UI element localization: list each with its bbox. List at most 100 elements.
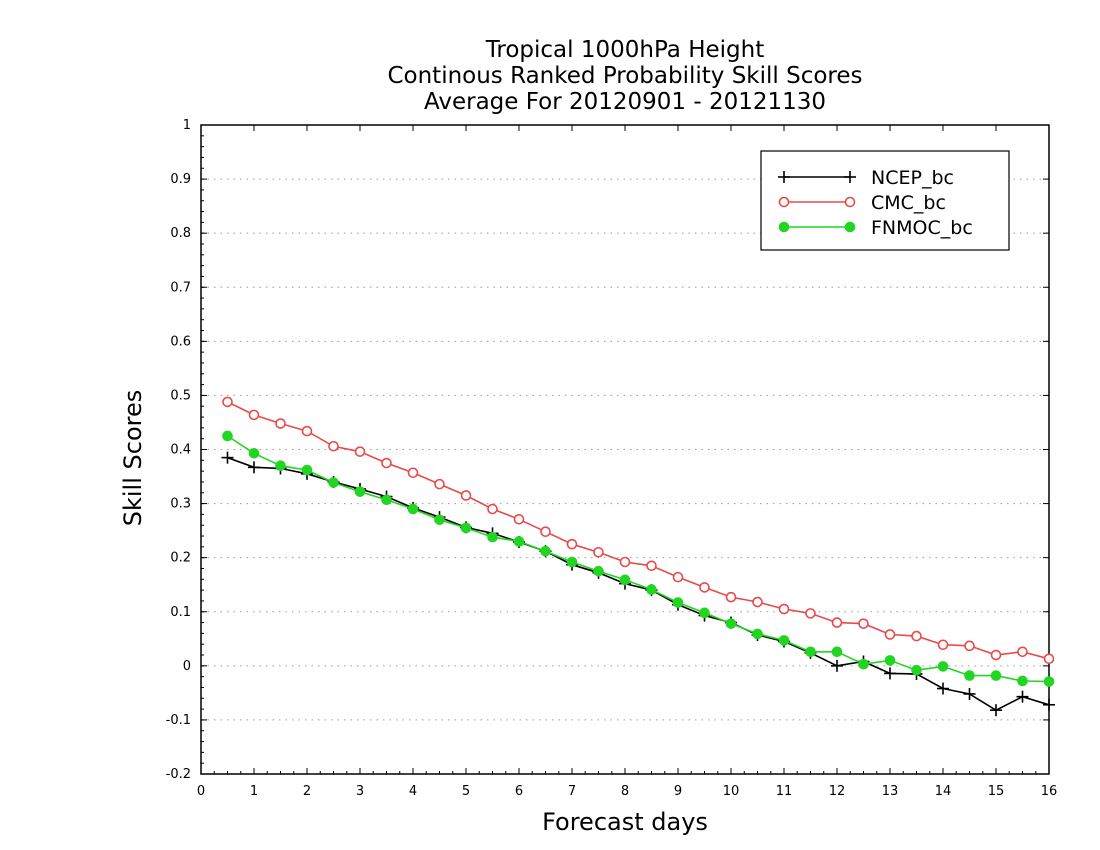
series-line [227,435,1050,683]
x-tick-label: 1 [250,784,258,799]
data-point [513,513,525,525]
data-point [460,522,472,534]
data-series [221,396,1055,717]
data-point [990,670,1002,681]
y-tick-label: 0 [183,659,191,674]
data-point [858,618,869,629]
data-point [778,603,790,615]
y-tick-label: -0.1 [166,713,191,728]
data-point [354,486,366,497]
series-cmc-bc [222,396,1055,665]
data-point [725,618,737,629]
x-tick-label: 4 [409,784,417,799]
y-tick-label: 0.7 [170,280,191,295]
x-tick-label: 12 [829,784,846,799]
data-point [407,467,419,479]
data-point [248,409,260,421]
y-tick-label: 0.9 [170,172,191,187]
chart-title-line-1: Tropical 1000hPa Height [485,37,765,63]
data-point [1043,676,1055,687]
legend-box [760,150,1010,251]
series-line [227,401,1050,660]
data-point [699,607,710,619]
y-tick-label: 0.1 [170,605,191,620]
x-tick-label: 7 [568,784,576,799]
x-tick-label: 10 [723,784,740,799]
grid-lines [201,178,1049,721]
data-point [937,639,949,651]
y-axis-label: Skill Scores [119,389,147,527]
y-tick-label: -0.2 [166,767,191,782]
data-point [566,538,578,550]
data-point [381,457,392,469]
data-point [884,655,896,666]
legend-marker [778,221,790,233]
data-point [619,574,631,586]
data-point [407,503,419,515]
data-point [222,396,233,408]
x-tick-label: 2 [303,784,311,799]
x-tick-label: 13 [882,784,899,799]
x-tick-label: 5 [462,784,470,799]
legend: NCEP_bc CMC_bc FNMOC_bc [760,150,1010,251]
data-point [831,646,843,658]
data-point [964,670,975,681]
data-point [487,531,498,543]
x-axis-label: Forecast days [542,808,708,836]
x-tick-label: 14 [935,784,952,799]
data-point [752,628,763,640]
data-point [381,494,392,506]
data-point [593,565,604,577]
data-point [725,591,737,603]
y-tick-label: 0.2 [170,551,191,566]
data-point [222,430,233,442]
data-point [672,571,684,583]
x-tick-label: 0 [197,784,205,799]
data-point [301,425,313,437]
data-point [964,640,975,652]
data-point [990,649,1002,661]
y-tick-label: 0.4 [170,443,191,458]
legend-marker [778,196,790,208]
x-tick-label: 11 [776,784,793,799]
data-point [540,526,551,538]
legend-label: NCEP_bc [871,167,954,189]
data-point [911,664,922,676]
y-tick-label: 0.6 [170,334,191,349]
legend-marker [844,221,856,233]
x-tick-label: 6 [515,784,523,799]
data-point [858,658,869,670]
data-point [540,545,551,557]
data-point [301,464,313,476]
legend-marker [844,196,856,208]
data-point [513,536,525,547]
data-point [831,617,843,628]
data-point [434,478,445,490]
data-point [328,440,339,452]
data-point [434,514,445,526]
data-point [805,608,816,619]
y-tick-label: 0.5 [170,388,191,403]
y-tick-label: 0.8 [170,226,191,241]
legend-label: FNMOC_bc [871,217,973,239]
data-point [646,584,657,595]
chart-title-line-2: Continous Ranked Probability Skill Score… [387,63,863,89]
data-point [1017,675,1028,687]
data-point [805,646,816,658]
x-tick-label: 9 [674,784,682,799]
data-point [275,460,286,472]
data-point [566,556,578,568]
data-point [699,582,710,593]
data-point [593,546,604,558]
data-point [911,630,922,642]
data-point [884,629,896,640]
data-point [672,597,684,608]
y-tick-label: 0.3 [170,497,191,512]
legend-label: CMC_bc [871,192,946,214]
data-point [248,447,260,459]
data-point [937,661,949,672]
axis-ticks: -0.2-0.100.10.20.30.40.50.60.70.80.910 1 2… [166,118,1058,799]
data-point [1017,646,1028,658]
data-point [275,418,286,429]
x-tick-label: 16 [1041,784,1058,799]
